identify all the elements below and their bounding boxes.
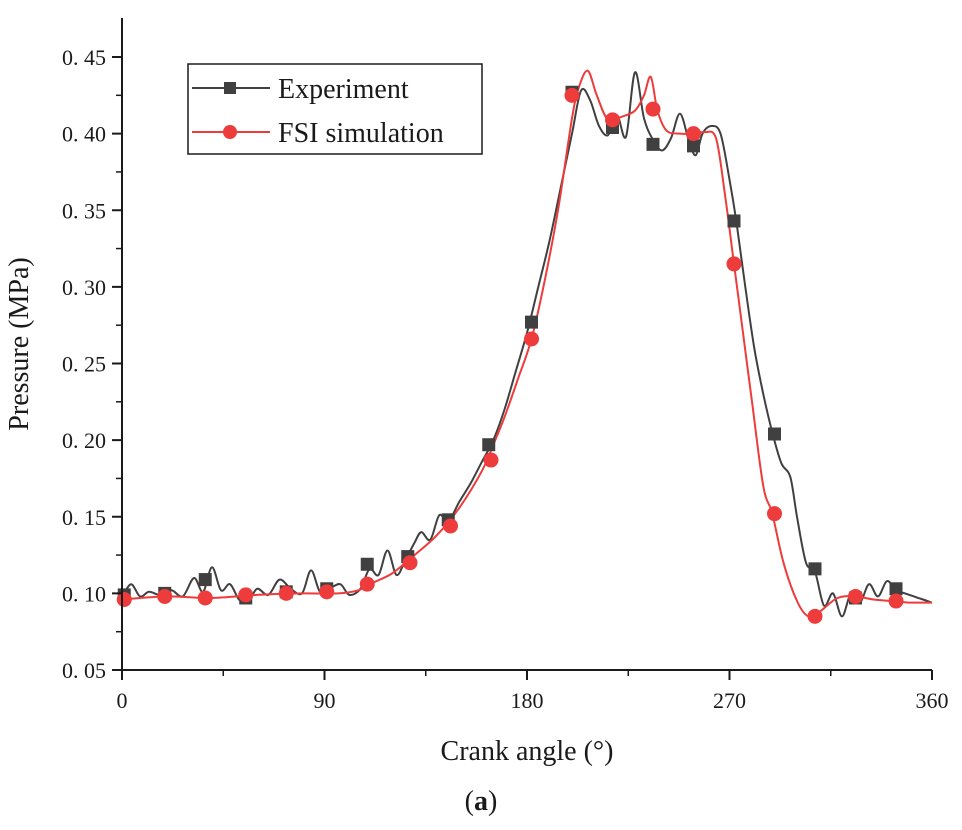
legend-marker-fsi [223, 125, 237, 139]
data-point-experiment [687, 139, 700, 153]
data-point-fsi-simulation [483, 452, 499, 468]
data-point-fsi-simulation [197, 590, 213, 606]
data-point-experiment [360, 557, 374, 571]
data-point-fsi-simulation [402, 555, 418, 571]
series-layer [121, 69, 933, 618]
legend-label-experiment: Experiment [278, 74, 409, 105]
y-axis-title: Pressure (MPa) [4, 257, 35, 430]
data-point-fsi-simulation [238, 587, 254, 603]
y-tick-label: 0. 10 [62, 581, 106, 606]
y-tick-label: 0. 45 [62, 45, 106, 70]
data-point-experiment [482, 438, 496, 452]
legend-marker-experiment [224, 82, 236, 94]
data-point-fsi-simulation [767, 506, 782, 522]
data-point-fsi-simulation [319, 584, 335, 600]
data-point-experiment [525, 315, 538, 329]
data-point-fsi-simulation [888, 593, 904, 609]
data-point-experiment [889, 582, 903, 596]
x-tick-label: 0 [117, 688, 128, 713]
x-tick-label: 90 [314, 688, 336, 713]
legend: Experiment FSI simulation [187, 63, 483, 155]
y-tick-label: 0. 20 [62, 428, 106, 453]
panel-label: (a) [464, 786, 498, 817]
ticks-layer: 0. 05 0. 10 0. 15 0. 20 0. 25 0. 30 0. 35 0. 40… [62, 45, 949, 713]
x-axis-title: Crank angle (°) [441, 736, 614, 767]
data-point-experiment [727, 214, 741, 228]
data-point-fsi-simulation [278, 585, 294, 601]
y-tick-label: 0. 05 [62, 658, 106, 683]
data-point-experiment [646, 137, 660, 151]
data-point-fsi-simulation [848, 588, 863, 604]
data-point-fsi-simulation [686, 126, 701, 142]
data-point-experiment [768, 427, 781, 441]
data-point-fsi-simulation [116, 592, 132, 608]
data-point-fsi-simulation [564, 87, 580, 103]
data-point-fsi-simulation [807, 608, 823, 624]
data-point-fsi-simulation [443, 518, 458, 534]
legend-box [187, 63, 483, 155]
y-tick-label: 0. 25 [62, 352, 106, 377]
data-point-fsi-simulation [726, 256, 742, 272]
data-point-fsi-simulation [157, 588, 173, 604]
legend-label-fsi: FSI simulation [278, 118, 444, 149]
markers-layer [116, 85, 904, 624]
series-line-experiment [121, 71, 933, 618]
y-tick-label: 0. 40 [62, 122, 106, 147]
y-tick-label: 0. 30 [62, 275, 106, 300]
y-tick-label: 0. 35 [62, 198, 106, 223]
x-tick-label: 270 [713, 688, 746, 713]
data-point-fsi-simulation [359, 576, 375, 592]
data-point-fsi-simulation [605, 112, 620, 128]
x-tick-label: 360 [916, 688, 949, 713]
data-point-experiment [198, 573, 212, 587]
data-point-fsi-simulation [524, 331, 539, 347]
data-point-fsi-simulation [645, 101, 661, 117]
panel-label-text: a [474, 786, 488, 817]
line-chart: 0. 05 0. 10 0. 15 0. 20 0. 25 0. 30 0. 35 0. 40… [4, 18, 949, 767]
x-tick-label: 180 [511, 688, 544, 713]
data-point-experiment [808, 562, 822, 576]
series-line-fsi-simulation [121, 69, 933, 618]
y-tick-label: 0. 15 [62, 505, 106, 530]
